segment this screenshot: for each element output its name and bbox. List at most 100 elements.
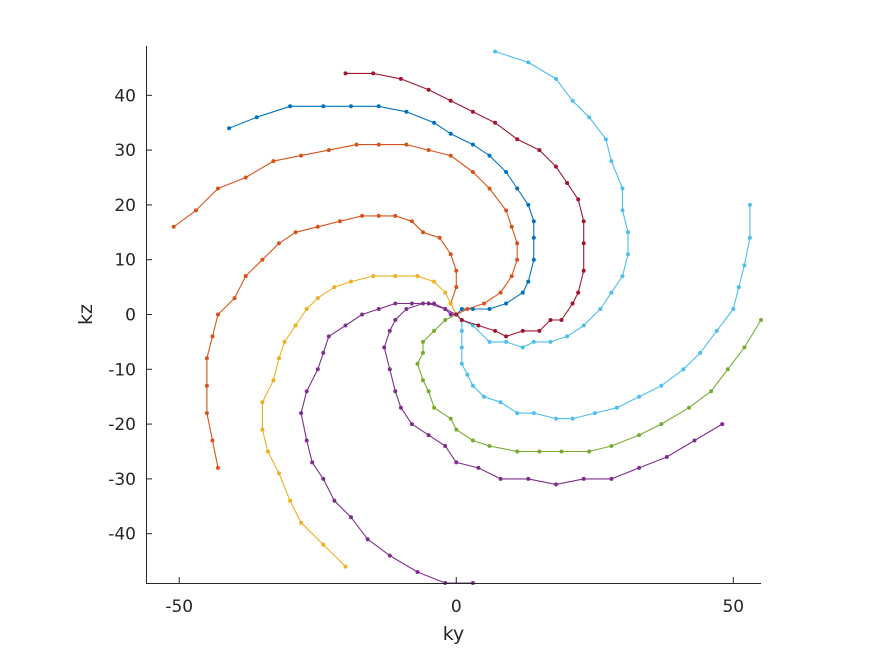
series-7-point-11 [454, 427, 459, 432]
series-4-point-17 [260, 427, 265, 432]
series-5-point-19 [365, 537, 370, 542]
series-6-point-7 [393, 318, 398, 322]
series-1-point-12 [515, 186, 520, 191]
series-4-point-5 [415, 274, 420, 279]
series-8-point-8 [482, 394, 486, 399]
series-10-point-10 [570, 301, 575, 306]
series-1-line [228, 105, 535, 315]
series-2-point-3 [482, 301, 486, 306]
series-3-point-20 [210, 334, 215, 339]
series-2-point-2 [465, 307, 470, 311]
series-10-point-16 [565, 181, 570, 185]
series-5-point-15 [310, 460, 315, 465]
series-10 [343, 71, 586, 339]
series-8-point-10 [515, 411, 520, 416]
series-7-point-12 [470, 438, 475, 443]
series-4-point-15 [271, 378, 276, 383]
series-9-point-10 [581, 323, 586, 328]
y-tick-label: -10 [108, 360, 136, 380]
series-4-point-20 [288, 498, 293, 503]
series-3-line [206, 215, 457, 469]
series-1-point-14 [487, 153, 492, 158]
series-3-point-23 [204, 411, 209, 416]
series-6-point-9 [382, 345, 387, 350]
series-5-point-18 [349, 515, 353, 520]
series-8-point-12 [554, 416, 558, 421]
series-7-point-21 [687, 405, 691, 410]
series-1-point-7 [526, 279, 531, 284]
series-4-point-10 [315, 296, 320, 301]
series-2-point-23 [171, 224, 176, 229]
series-7-point-9 [432, 405, 437, 410]
series-3-point-18 [232, 296, 237, 301]
series-3-point-17 [243, 274, 248, 279]
series-7-point-14 [515, 449, 520, 454]
series-3-point-10 [376, 213, 381, 218]
series-5-line [300, 302, 473, 584]
series-6-point-17 [476, 465, 481, 470]
y-tick-label: -20 [108, 415, 136, 435]
series-10-point-15 [576, 197, 581, 202]
series-8-point-14 [592, 411, 597, 416]
series-5-point-4 [409, 301, 414, 306]
series-8-point-20 [714, 328, 719, 333]
series-9-point-6 [520, 345, 525, 350]
series-10-point-26 [343, 71, 348, 76]
series-9-point-21 [570, 98, 575, 103]
series-2-point-9 [504, 208, 509, 213]
series-1-point-23 [254, 115, 259, 120]
series-3 [204, 213, 459, 470]
series-7-point-4 [421, 339, 425, 344]
series-4-point-3 [443, 290, 448, 295]
series-2-point-18 [299, 153, 304, 158]
series-8-point-22 [736, 285, 741, 290]
series-6-point-15 [443, 444, 448, 448]
series-9-point-9 [565, 334, 570, 339]
series-4-point-18 [265, 449, 270, 454]
series-6-point-22 [609, 476, 614, 481]
series-6-point-3 [443, 307, 448, 311]
series-4-point-9 [332, 285, 337, 290]
series-9-point-5 [504, 339, 509, 344]
series-8-point-16 [637, 394, 642, 399]
series-7-point-6 [415, 361, 420, 366]
series-2-point-16 [354, 142, 359, 147]
series-4 [260, 274, 459, 569]
series-7-point-20 [659, 422, 664, 427]
series-10-point-4 [493, 328, 498, 333]
series-4-point-11 [304, 307, 309, 311]
series-6-point-24 [664, 455, 669, 459]
series-8-point-13 [570, 416, 575, 421]
series-8-line [455, 204, 751, 420]
series-8-point-18 [681, 367, 686, 372]
series-10-point-23 [426, 87, 431, 92]
series-5-point-11 [315, 367, 320, 372]
series-3-point-11 [360, 213, 365, 218]
series-4-point-6 [393, 274, 398, 279]
y-tick-label: 30 [114, 141, 136, 161]
series-6-point-26 [720, 422, 725, 427]
series-6-point-23 [637, 465, 642, 470]
series-9-point-23 [526, 60, 531, 65]
series-4-point-21 [299, 520, 304, 525]
series-7-line [416, 314, 762, 453]
series-3-point-24 [210, 438, 215, 443]
y-tick-label: 10 [114, 251, 136, 271]
series-6-point-2 [448, 312, 453, 317]
series-6-point-16 [454, 460, 459, 465]
series-8-point-23 [742, 263, 747, 268]
series-2-point-5 [509, 274, 514, 279]
series-6-point-18 [498, 476, 503, 481]
series-7-point-8 [426, 389, 431, 394]
series-3-point-22 [204, 383, 209, 388]
series-3-point-7 [421, 230, 425, 235]
series-5-point-10 [321, 350, 326, 355]
series-10-point-1 [454, 312, 459, 317]
series-1-point-20 [349, 104, 353, 109]
y-tick-label: -40 [108, 525, 136, 545]
series-2-line [173, 144, 518, 315]
series-8-point-11 [531, 411, 536, 416]
series-7-point-19 [637, 433, 642, 438]
series-7-point-7 [421, 378, 425, 383]
series-8-point-3 [459, 328, 464, 333]
